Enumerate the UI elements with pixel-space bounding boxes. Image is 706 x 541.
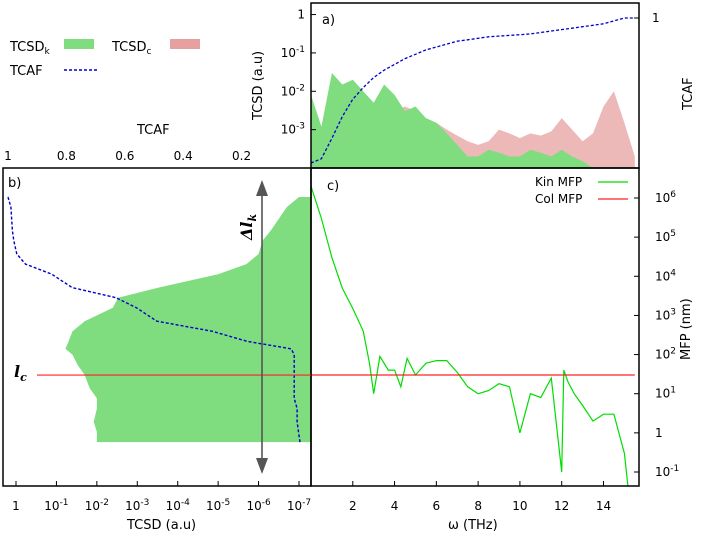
- panel-c-xtick-label: 10: [512, 499, 527, 513]
- panel-a-ytick-label: 1: [297, 8, 305, 22]
- panel-a-tcaf-line: [310, 17, 635, 164]
- panel-c-xtick-label: 14: [596, 499, 611, 513]
- legend-tcsdc-label: TCSDc: [111, 40, 152, 57]
- legend-tcsdc-swatch: [170, 39, 200, 49]
- legend-kin-mfp-label: Kin MFP: [535, 175, 582, 189]
- panel-c-ytick-label: 102: [655, 347, 676, 362]
- panel-b-xtick-label: 10-3: [125, 498, 149, 513]
- panel-a-ytick-label: 10-3: [281, 122, 305, 137]
- panel-b-xtick-label: 10-2: [85, 498, 109, 513]
- panel-b-xtick-label: 10-6: [246, 498, 271, 513]
- panel-b-x2label: TCAF: [136, 123, 170, 138]
- panel-c-ytick-label: 104: [655, 268, 676, 283]
- panel-c-xtick-label: 4: [391, 499, 399, 513]
- legend-col-mfp-label: Col MFP: [535, 192, 582, 206]
- delta-lk-annotation: Δlk: [237, 214, 259, 242]
- panel-c-xtick-label: 2: [349, 499, 357, 513]
- panel-b-label: b): [8, 176, 21, 191]
- panel-c-ytick-label: 106: [655, 190, 676, 205]
- panel-c-ytick-label: 105: [655, 229, 676, 244]
- panel-a-area-tcsdk: [311, 73, 635, 168]
- lc-annotation: lc: [14, 362, 27, 384]
- panel-c-xlabel: ω (THz): [448, 518, 498, 533]
- panel-a-y2tick-label: 1: [652, 11, 660, 25]
- panel-b: 1 10-1 10-2 10-3 10-4 10-5 10-6 10-7 1 0.8 0.6 0.4 0…: [4, 149, 311, 513]
- panel-c-legend: Kin MFP Col MFP: [535, 175, 628, 206]
- panel-b-xtick-label: 10-4: [166, 498, 191, 513]
- panel-a-ytick-label: 10-1: [281, 45, 305, 60]
- panel-a-y2label: TCAF: [681, 77, 696, 111]
- panel-c-label: c): [327, 179, 339, 194]
- panel-b-x2tick-label: 0.2: [232, 149, 251, 163]
- legend-tcsdk-label: TCSDk: [9, 40, 51, 57]
- panel-b-x2tick-label: 0.6: [115, 149, 134, 163]
- panel-b-xtick-label: 1: [12, 499, 20, 513]
- legend-tcaf-label: TCAF: [9, 64, 43, 79]
- panel-c-line-kin-mfp: [311, 186, 629, 486]
- panel-b-xtick-label: 10-1: [44, 498, 68, 513]
- panel-a-ytick-label: 10-2: [281, 83, 305, 98]
- panel-a-ylabel: TCSD (a.u): [251, 51, 266, 121]
- panel-a-label: a): [322, 13, 335, 28]
- panel-b-x2tick-label: 1: [4, 149, 12, 163]
- panel-c-plot: [311, 186, 635, 486]
- delta-lk-arrow-head-bottom: [256, 458, 268, 474]
- panel-c-xtick-label: 6: [433, 499, 441, 513]
- panel-c-frame: [310, 167, 640, 487]
- panel-c: 2 4 6 8 10 12 14 10-1 1 101 102 103 104 105 106: [311, 186, 679, 513]
- panel-b-xtick-label: 10-5: [206, 498, 230, 513]
- panel-c-ylabel: MFP (nm): [679, 298, 694, 360]
- left-legend: TCSDk TCSDc TCAF: [9, 39, 200, 79]
- panel-c-xtick-label: 12: [554, 499, 569, 513]
- panel-b-xtick-label: 10-7: [287, 498, 311, 513]
- panel-c-ytick-label: 101: [655, 386, 676, 401]
- delta-lk-arrow-head-top: [256, 180, 268, 196]
- panel-c-xtick-label: 8: [474, 499, 482, 513]
- panel-c-ytick-label: 10-1: [655, 464, 679, 479]
- legend-tcsdk-swatch: [64, 39, 94, 49]
- panel-a: 1 10-1 10-2 10-3 1: [281, 8, 660, 168]
- panel-b-x2tick-label: 0.8: [57, 149, 76, 163]
- panel-b-x2tick-label: 0.4: [174, 149, 193, 163]
- panel-b-xlabel: TCSD (a.u): [126, 518, 196, 533]
- panel-b-area-tcsdk: [65, 197, 312, 443]
- panel-c-ytick-label: 103: [655, 307, 676, 322]
- panel-b-tcaf-line: [7, 196, 301, 443]
- panel-c-ytick-label: 1: [655, 426, 663, 440]
